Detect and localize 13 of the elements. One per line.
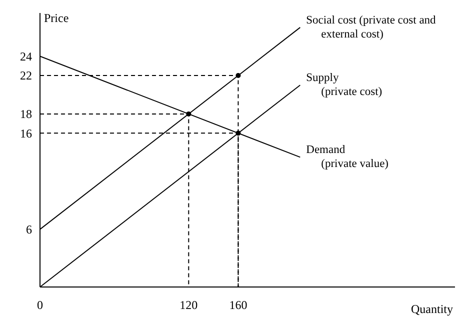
y-tick-label: 24 xyxy=(20,49,32,64)
y-tick-label: 6 xyxy=(26,222,32,237)
series-label: Social cost (private cost and external cost) xyxy=(306,14,436,40)
x-tick-label: 120 xyxy=(180,298,198,312)
y-tick-label: 16 xyxy=(20,126,32,140)
series-label: Demand (private value) xyxy=(306,144,389,170)
x-tick-label: 160 xyxy=(229,298,248,312)
x-tick-label: 0 xyxy=(37,298,43,312)
series-label: Supply (private cost) xyxy=(306,72,382,98)
y-tick-label: 22 xyxy=(20,68,32,83)
y-tick-label: 18 xyxy=(20,107,32,122)
x-axis-title: Quantity xyxy=(411,302,453,316)
y-axis-title: Price xyxy=(44,11,69,25)
